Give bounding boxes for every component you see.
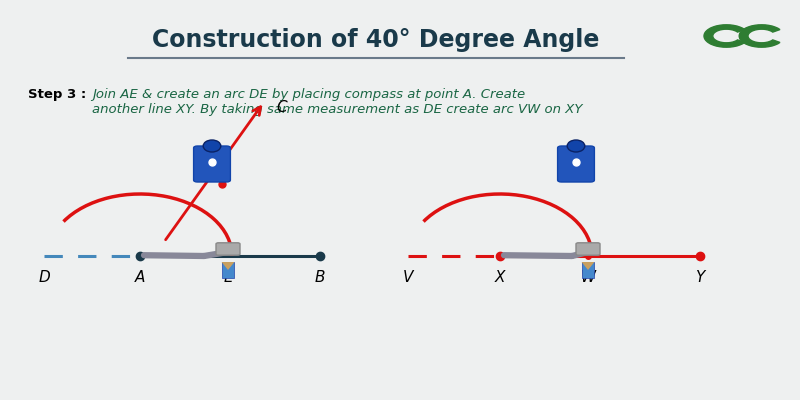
FancyBboxPatch shape — [216, 243, 240, 255]
Polygon shape — [582, 262, 594, 270]
FancyBboxPatch shape — [582, 262, 594, 278]
FancyBboxPatch shape — [194, 146, 230, 182]
Text: D: D — [38, 270, 50, 285]
Text: Step 3 :: Step 3 : — [28, 88, 91, 101]
Ellipse shape — [203, 140, 221, 152]
Text: A: A — [135, 270, 145, 285]
Polygon shape — [222, 262, 234, 270]
Text: Y: Y — [695, 270, 705, 285]
Text: C: C — [276, 100, 286, 116]
Text: Construction of 40° Degree Angle: Construction of 40° Degree Angle — [152, 28, 600, 52]
Text: Join AE & create an arc DE by placing compass at point A. Create
another line XY: Join AE & create an arc DE by placing co… — [92, 88, 582, 116]
Text: B: B — [314, 270, 326, 285]
Text: V: V — [403, 270, 413, 285]
FancyBboxPatch shape — [222, 262, 234, 278]
FancyBboxPatch shape — [558, 146, 594, 182]
FancyBboxPatch shape — [576, 243, 600, 255]
Text: E: E — [223, 270, 233, 285]
Text: X: X — [494, 270, 506, 285]
Wedge shape — [704, 25, 745, 47]
Wedge shape — [739, 25, 780, 47]
Text: W: W — [581, 270, 595, 285]
Ellipse shape — [567, 140, 585, 152]
